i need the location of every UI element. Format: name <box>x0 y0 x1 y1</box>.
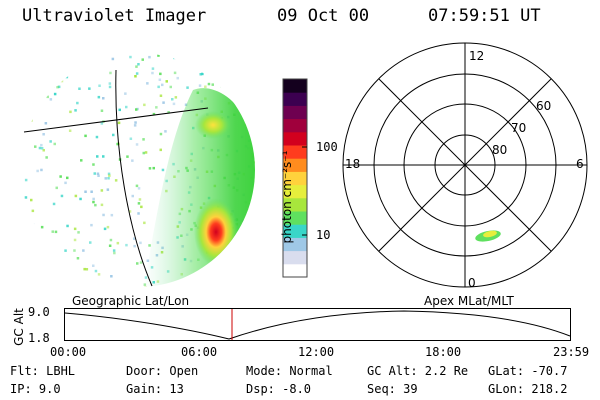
mlt-label-6: 6 <box>576 157 584 171</box>
colorbar-unit-label: photon cm⁻²s⁻¹ <box>280 150 294 244</box>
auroral-hotspot <box>194 198 238 266</box>
gain-field: Gain: 13 <box>126 382 184 396</box>
date-label: 09 Oct 00 <box>277 6 370 26</box>
polar-plot: 12 18 6 0 60 70 80 <box>342 42 588 290</box>
colorbar-band <box>283 131 307 146</box>
colorbar-band <box>283 197 307 212</box>
latitude-line <box>23 107 209 133</box>
mlt-label-18: 18 <box>345 157 360 171</box>
orbit-plot <box>64 308 571 341</box>
colorbar-band <box>283 250 307 265</box>
lat-label-60: 60 <box>536 99 551 113</box>
glat-field: GLat: -70.7 <box>488 364 568 378</box>
colorbar-band <box>283 184 307 199</box>
colorbar-band <box>283 237 307 252</box>
lat-label-80: 80 <box>492 143 507 157</box>
colorbar <box>282 78 308 278</box>
colorbar-band <box>283 79 307 93</box>
instrument-title: Ultraviolet Imager <box>22 6 207 26</box>
filter-field: Flt: LBHL <box>10 364 76 378</box>
seq-field: Seq: 39 <box>367 382 418 396</box>
orbit-xtick-1200: 12:00 <box>298 345 335 359</box>
lat-label-70: 70 <box>511 121 526 135</box>
colorbar-band <box>283 145 307 159</box>
apex-caption: Apex MLat/MLT <box>424 294 514 308</box>
colorbar-band <box>283 211 307 225</box>
gc-alt-field: GC Alt: 2.2 Re <box>367 364 469 378</box>
mode-field: Mode: Normal <box>246 364 333 378</box>
orbit-xtick-0000: 00:00 <box>50 345 87 359</box>
geographic-caption: Geographic Lat/Lon <box>72 294 190 308</box>
orbit-xtick-1800: 18:00 <box>425 345 462 359</box>
orbit-ytick-high: 9.0 <box>28 305 50 319</box>
orbit-altitude-curve <box>64 310 571 340</box>
glon-field: GLon: 218.2 <box>488 382 568 396</box>
orbit-xtick-0600: 06:00 <box>181 345 218 359</box>
auroral-bright-upper <box>195 111 231 139</box>
colorbar-band <box>283 171 307 186</box>
mlt-label-0: 0 <box>468 276 476 290</box>
colorbar-tick-100: 100 <box>316 140 338 154</box>
colorbar-band <box>283 118 307 133</box>
mlt-label-12: 12 <box>469 49 484 63</box>
colorbar-band <box>283 158 307 172</box>
ip-field: IP: 9.0 <box>10 382 61 396</box>
time-label: 07:59:51 UT <box>428 6 541 26</box>
door-field: Door: Open <box>126 364 199 378</box>
geographic-image-panel <box>21 53 255 287</box>
longitude-line <box>115 69 153 287</box>
colorbar-tick-10: 10 <box>316 228 331 242</box>
colorbar-band <box>283 105 307 120</box>
colorbar-band <box>283 224 307 238</box>
colorbar-band <box>283 263 307 278</box>
orbit-ylabel: GC Alt <box>12 308 26 346</box>
dsp-field: Dsp: -8.0 <box>246 382 312 396</box>
colorbar-band <box>283 92 307 106</box>
orbit-ytick-low: 1.8 <box>28 331 50 345</box>
orbit-xtick-2359: 23:59 <box>553 345 590 359</box>
